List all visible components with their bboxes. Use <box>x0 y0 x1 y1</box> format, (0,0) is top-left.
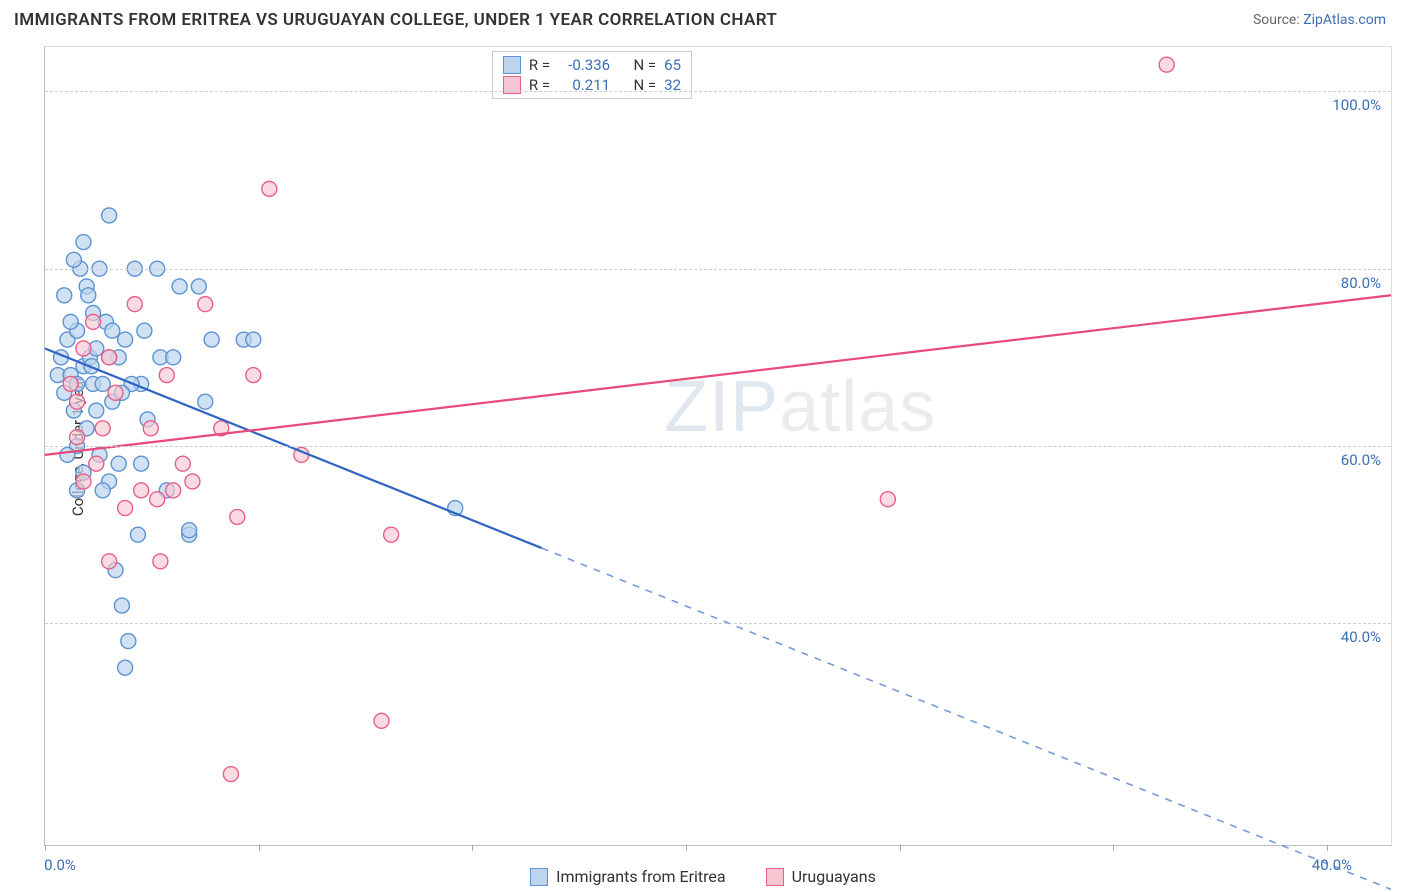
x-tick <box>472 845 473 851</box>
data-point <box>102 554 117 569</box>
data-point <box>102 350 117 365</box>
data-point <box>204 332 219 347</box>
y-tick-label: 100.0% <box>1332 96 1381 114</box>
x-tick <box>1327 845 1328 851</box>
data-point <box>150 492 165 507</box>
data-point <box>374 713 389 728</box>
data-point <box>57 288 72 303</box>
data-point <box>118 332 133 347</box>
data-point <box>63 314 78 329</box>
data-point <box>76 474 91 489</box>
gridline <box>45 91 1391 92</box>
x-tick <box>900 845 901 851</box>
legend-label: Immigrants from Eritrea <box>556 867 725 886</box>
r-label: R = <box>529 56 550 74</box>
data-point <box>246 332 261 347</box>
data-point <box>198 297 213 312</box>
data-point <box>114 598 129 613</box>
data-point <box>262 181 277 196</box>
data-point <box>86 314 101 329</box>
data-point <box>89 403 104 418</box>
data-point <box>60 447 75 462</box>
x-tick <box>686 845 687 851</box>
legend-swatch <box>766 868 784 886</box>
x-tick <box>45 845 46 851</box>
x-tick <box>1113 845 1114 851</box>
data-point <box>66 252 81 267</box>
data-point <box>166 350 181 365</box>
data-point <box>76 235 91 250</box>
data-point <box>111 456 126 471</box>
regression-line <box>45 348 542 548</box>
series-legend: Immigrants from Eritrea Uruguayans <box>0 867 1406 886</box>
source-link[interactable]: ZipAtlas.com <box>1303 12 1386 28</box>
data-point <box>230 509 245 524</box>
data-point <box>384 527 399 542</box>
source-attribution: Source: ZipAtlas.com <box>1253 12 1386 28</box>
data-point <box>159 368 174 383</box>
data-point <box>95 421 110 436</box>
data-point <box>182 523 197 538</box>
n-value: 65 <box>664 56 681 74</box>
data-point <box>191 279 206 294</box>
regression-line-dashed <box>542 548 1391 889</box>
data-point <box>137 323 152 338</box>
r-value: -0.336 <box>558 56 610 74</box>
data-point <box>880 492 895 507</box>
data-point <box>134 483 149 498</box>
x-tick <box>259 845 260 851</box>
y-tick-label: 40.0% <box>1341 628 1381 646</box>
data-point <box>70 430 85 445</box>
legend-swatch <box>530 868 548 886</box>
data-point <box>76 341 91 356</box>
data-point <box>198 394 213 409</box>
correlation-row: R = -0.336 N = 65 <box>503 56 681 74</box>
data-point <box>95 376 110 391</box>
data-point <box>153 554 168 569</box>
gridline <box>45 269 1391 270</box>
data-point <box>223 767 238 782</box>
data-point <box>108 385 123 400</box>
y-tick-label: 60.0% <box>1341 451 1381 469</box>
data-point <box>130 527 145 542</box>
data-point <box>172 279 187 294</box>
data-point <box>81 288 96 303</box>
data-point <box>118 660 133 675</box>
gridline <box>45 446 1391 447</box>
data-point <box>1159 57 1174 72</box>
data-point <box>102 208 117 223</box>
legend-item: Uruguayans <box>766 867 876 886</box>
data-point <box>105 323 120 338</box>
data-point <box>143 421 158 436</box>
data-point <box>166 483 181 498</box>
y-tick-label: 80.0% <box>1341 274 1381 292</box>
legend-swatch <box>503 56 521 74</box>
chart-title: IMMIGRANTS FROM ERITREA VS URUGUAYAN COL… <box>14 10 777 30</box>
data-point <box>175 456 190 471</box>
data-point <box>63 376 78 391</box>
data-point <box>121 634 136 649</box>
data-point <box>134 456 149 471</box>
data-point <box>95 483 110 498</box>
data-point <box>89 456 104 471</box>
data-point <box>118 501 133 516</box>
x-tick-label-min: 0.0% <box>44 856 76 874</box>
legend-label: Uruguayans <box>792 867 876 886</box>
data-point <box>70 394 85 409</box>
chart-plot-area: ZIPatlas R =-0.336 N = 65R =0.211 N = 32… <box>44 46 1392 846</box>
legend-item: Immigrants from Eritrea <box>530 867 725 886</box>
data-point <box>185 474 200 489</box>
gridline <box>45 623 1391 624</box>
data-point <box>246 368 261 383</box>
x-tick-label-max: 40.0% <box>1312 856 1352 874</box>
data-point <box>127 297 142 312</box>
n-label: N = <box>634 56 657 74</box>
